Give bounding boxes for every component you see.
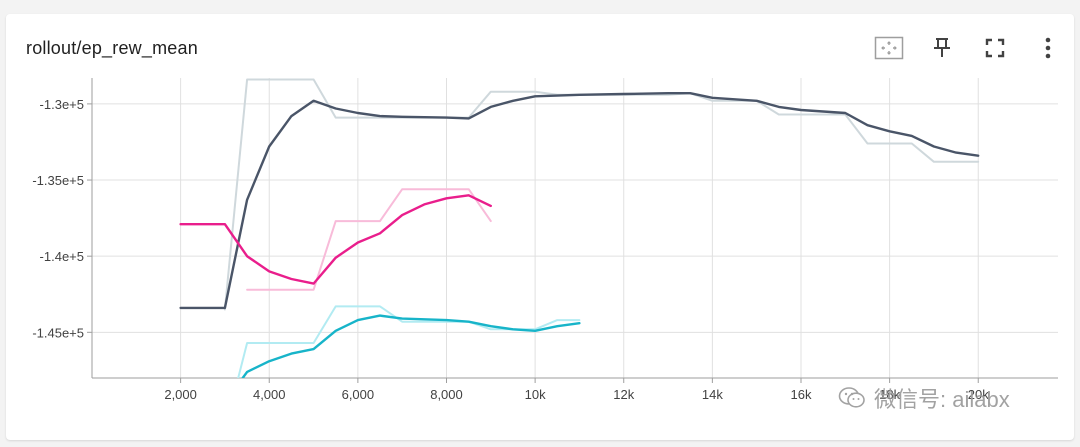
x-tick-label: 4,000	[253, 387, 286, 402]
fullscreen-icon	[985, 38, 1005, 58]
watermark: 微信号: ailabx	[838, 382, 1010, 414]
watermark-text: 微信号: ailabx	[874, 387, 1010, 412]
x-tick-label: 12k	[613, 387, 634, 402]
x-tick-label: 10k	[525, 387, 546, 402]
raw-series-line-2[interactable]	[246, 188, 492, 291]
pin-icon	[934, 38, 950, 57]
axes	[87, 78, 1058, 383]
grid-lines	[92, 78, 1058, 378]
raw-series-line-0[interactable]	[223, 78, 980, 311]
chart-card: rollout/ep_rew_mean	[6, 14, 1074, 440]
y-tick-label: -1.3e+5	[40, 97, 84, 112]
fullscreen-button[interactable]	[979, 34, 1011, 62]
fit-domain-icon	[874, 36, 904, 60]
chart-title: rollout/ep_rew_mean	[26, 38, 198, 58]
x-tick-label: 6,000	[342, 387, 375, 402]
x-tick-label: 14k	[702, 387, 723, 402]
tick-labels: 2,000 4,000 6,000 8,000 10k 12k 14k 16k 18k 20k -1…	[32, 97, 989, 402]
y-tick-label: -1.4e+5	[40, 249, 84, 264]
fit-domain-button[interactable]	[873, 34, 905, 62]
more-vert-icon	[1045, 37, 1051, 59]
series-lines	[179, 78, 980, 378]
x-tick-label: 8,000	[430, 387, 463, 402]
smoothed-series-line-5[interactable]	[241, 314, 581, 378]
x-tick-label: 18k	[879, 387, 900, 402]
raw-series-line-4[interactable]	[237, 305, 581, 378]
wechat-icon	[838, 387, 865, 408]
x-tick-label: 16k	[791, 387, 812, 402]
smoothed-series-line-3[interactable]	[179, 194, 492, 285]
pin-button[interactable]	[926, 34, 958, 62]
y-tick-label: -1.35e+5	[32, 173, 84, 188]
smoothed-series-line-1[interactable]	[179, 92, 980, 310]
x-tick-label: 2,000	[164, 387, 197, 402]
x-tick-label: 20k	[968, 387, 989, 402]
chart-toolbar	[852, 34, 1064, 62]
more-options-button[interactable]	[1032, 34, 1064, 62]
y-tick-label: -1.45e+5	[32, 325, 84, 340]
